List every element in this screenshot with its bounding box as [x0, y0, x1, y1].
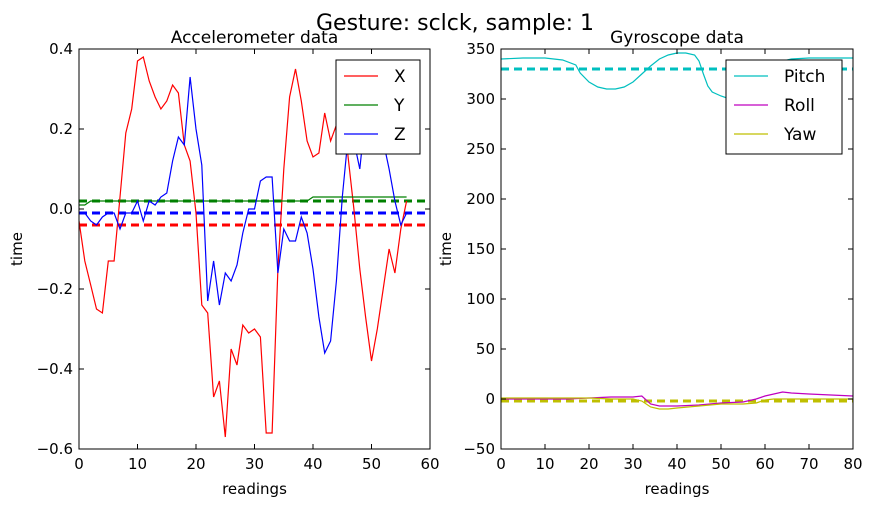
legend-box	[335, 59, 421, 155]
legend-label-roll: Roll	[784, 96, 815, 116]
x-tick-label: 30	[245, 455, 264, 473]
series-line-x	[79, 56, 408, 438]
legend-label-x: X	[394, 67, 406, 87]
y-tick-label: 300	[466, 90, 495, 108]
accelerometer-chart: 0 10 20 30 40 50 60 −0.6 −0.4 −0.2 0.0 0.2 0.4 Accele…	[8, 28, 440, 498]
y-tick-label: 0.0	[49, 200, 73, 218]
x-tick-label: 20	[579, 455, 598, 473]
y-tick-label: 50	[476, 340, 495, 358]
accel-title: Accelerometer data	[171, 28, 339, 48]
x-tick-label: 40	[303, 455, 322, 473]
accel-legend: XYZ	[335, 59, 421, 155]
x-tick-label: 0	[74, 455, 84, 473]
y-tick-label: 200	[466, 190, 495, 208]
y-tick-label: −0.4	[37, 360, 73, 378]
plot-lines	[501, 52, 853, 410]
x-tick-label: 30	[623, 455, 642, 473]
accel-y-axis-label: time	[8, 232, 26, 266]
gyro-y-axis-label: time	[437, 232, 455, 266]
figure-title: Gesture: sclck, sample: 1	[316, 11, 594, 36]
x-tick-label: 20	[186, 455, 205, 473]
series-line-y	[79, 196, 407, 206]
legend-label-yaw: Yaw	[783, 125, 816, 145]
y-tick-label: 0.4	[49, 40, 73, 58]
y-tick-label: −0.2	[37, 280, 73, 298]
x-tick-label: 50	[711, 455, 730, 473]
y-tick-label: −0.6	[37, 440, 73, 458]
legend-label-pitch: Pitch	[784, 67, 825, 87]
x-tick-label: 70	[799, 455, 818, 473]
x-tick-label: 60	[420, 455, 439, 473]
x-tick-label: 80	[843, 455, 862, 473]
x-tick-label: 40	[667, 455, 686, 473]
x-tick-label: 10	[128, 455, 147, 473]
gyro-title: Gyroscope data	[610, 28, 744, 48]
y-tick-label: 150	[466, 240, 495, 258]
x-tick-label: 10	[535, 455, 554, 473]
gyroscope-chart: 0 10 20 30 40 50 60 70 80−5005010015020025030035…	[437, 28, 863, 498]
gyro-legend: Pitch Roll Yaw	[725, 59, 843, 155]
y-tick-label: 100	[466, 290, 495, 308]
y-tick-label: 250	[466, 140, 495, 158]
x-tick-label: 60	[755, 455, 774, 473]
x-tick-label: 0	[496, 455, 506, 473]
y-tick-label: 350	[466, 40, 495, 58]
x-tick-label: 50	[362, 455, 381, 473]
series-line-yaw	[501, 397, 853, 410]
accel-x-axis-label: readings	[222, 480, 287, 498]
legend-label-y: Y	[393, 96, 405, 116]
y-tick-label: −50	[463, 440, 495, 458]
y-tick-label: 0.2	[49, 120, 73, 138]
legend-label-z: Z	[394, 125, 406, 145]
gyro-x-axis-label: readings	[645, 480, 710, 498]
y-tick-label: 0	[485, 390, 495, 408]
